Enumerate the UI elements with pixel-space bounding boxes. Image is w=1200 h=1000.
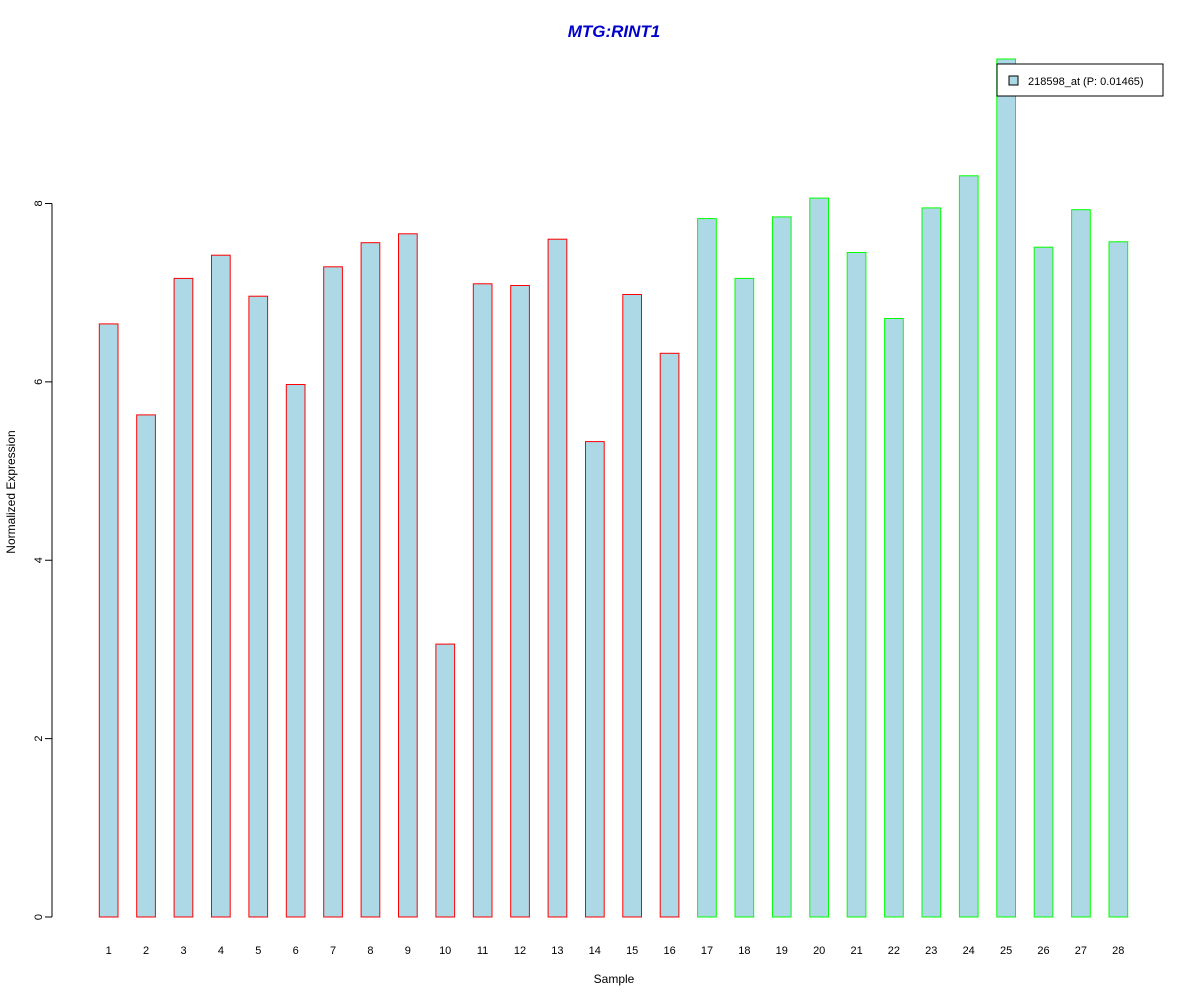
x-tick-label: 15	[626, 945, 638, 957]
x-tick-label: 19	[776, 945, 788, 957]
x-tick-label: 1	[106, 945, 112, 957]
x-tick-label: 23	[925, 945, 937, 957]
y-axis: 0 2 4 6 8	[33, 200, 53, 920]
bars	[98, 58, 1129, 918]
x-tick-label: 7	[330, 945, 336, 957]
x-tick-label: 3	[180, 945, 186, 957]
x-tick-label: 9	[405, 945, 411, 957]
bar-sample-26	[1033, 246, 1054, 918]
x-tick-label: 13	[551, 945, 563, 957]
x-axis-label: Sample	[594, 972, 635, 986]
x-tick-label: 18	[738, 945, 750, 957]
x-tick-label: 25	[1000, 945, 1012, 957]
x-tick-label: 6	[293, 945, 299, 957]
x-tick-label: 27	[1075, 945, 1087, 957]
x-tick-label: 24	[963, 945, 975, 957]
legend-label: 218598_at (P: 0.01465)	[1028, 76, 1144, 88]
bar-sample-17	[697, 218, 717, 918]
y-tick-label: 0	[33, 914, 45, 920]
bar-sample-12	[510, 285, 530, 918]
y-tick-label: 4	[33, 557, 45, 563]
bar-sample-7	[323, 266, 343, 918]
bar-sample-1	[98, 323, 119, 918]
bar-sample-18	[734, 277, 755, 918]
y-tick-label: 2	[33, 736, 45, 742]
x-tick-label: 22	[888, 945, 900, 957]
bar-sample-3	[173, 277, 194, 918]
x-tick-label: 28	[1112, 945, 1124, 957]
x-tick-label: 12	[514, 945, 526, 957]
bar-sample-22	[884, 318, 904, 918]
bar-sample-2	[136, 414, 156, 918]
bar-sample-5	[248, 295, 269, 918]
x-tick-label: 21	[850, 945, 862, 957]
x-tick-label: 14	[589, 945, 601, 957]
bar-sample-20	[809, 197, 829, 918]
bar-sample-11	[472, 283, 493, 918]
bar-sample-15	[622, 294, 642, 918]
bar-sample-6	[285, 384, 306, 918]
x-tick-label: 4	[218, 945, 224, 957]
bar-sample-9	[398, 233, 418, 918]
x-tick-label: 17	[701, 945, 713, 957]
bar-sample-19	[771, 216, 792, 918]
bar-sample-24	[958, 175, 979, 918]
bar-sample-23	[921, 207, 942, 918]
bar-sample-25	[996, 58, 1016, 918]
bar-sample-28	[1108, 241, 1129, 918]
x-tick-label: 20	[813, 945, 825, 957]
bar-sample-4	[211, 254, 231, 918]
y-tick-label: 8	[33, 200, 45, 206]
bar-sample-27	[1071, 209, 1091, 918]
bar-sample-13	[547, 238, 568, 918]
legend-swatch	[1008, 75, 1019, 86]
y-axis-label: Normalized Expression	[4, 430, 18, 553]
bar-sample-16	[659, 352, 680, 918]
bar-sample-21	[846, 252, 867, 918]
chart-title: MTG:RINT1	[568, 22, 661, 41]
x-tick-label: 10	[439, 945, 451, 957]
x-tick-label: 8	[367, 945, 373, 957]
bar-sample-10	[435, 643, 456, 918]
bar-sample-14	[585, 441, 605, 918]
x-tick-label: 26	[1037, 945, 1049, 957]
x-tick-label: 11	[477, 945, 488, 957]
x-tick-label: 5	[255, 945, 261, 957]
x-tick-label: 16	[663, 945, 675, 957]
x-tick-labels: 1 2 3 4 5 6 7 8 9 10 11 12 13 14 15 16 17 18 19 20 21 22 23 24 2…	[106, 945, 1125, 957]
legend-box	[996, 63, 1164, 97]
bar-sample-8	[360, 242, 381, 918]
x-tick-label: 2	[143, 945, 149, 957]
legend: 218598_at (P: 0.01465)	[996, 63, 1164, 97]
y-tick-label: 6	[33, 379, 45, 385]
